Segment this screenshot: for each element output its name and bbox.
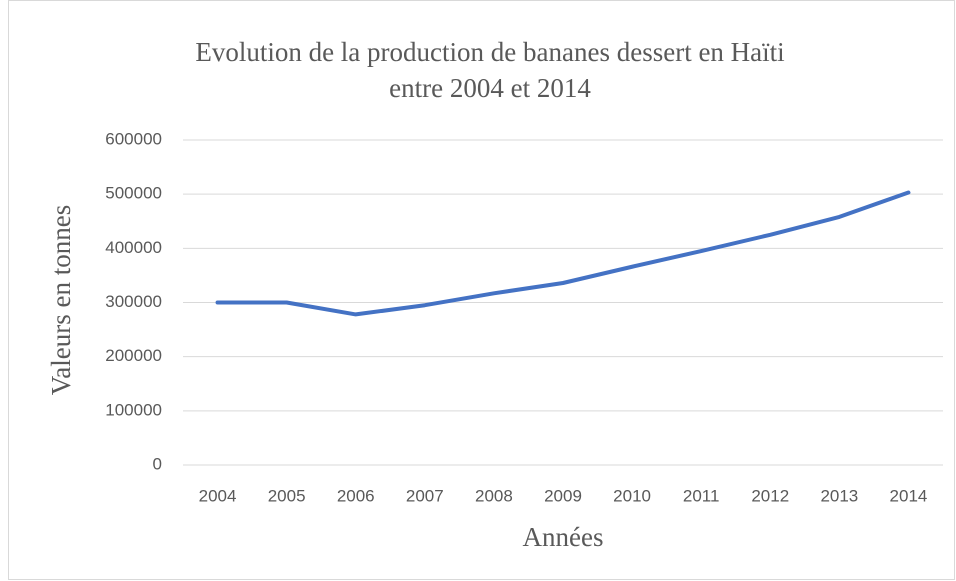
x-tick-label: 2012 (751, 486, 789, 505)
x-tick-label: 2005 (268, 486, 306, 505)
y-tick-label: 200000 (105, 346, 162, 365)
y-tick-label: 500000 (105, 184, 162, 203)
data-line (215, 190, 911, 317)
y-tick-label: 600000 (105, 129, 162, 148)
x-tick-label: 2004 (199, 486, 237, 505)
chart-frame (8, 0, 955, 580)
y-tick-label: 400000 (105, 238, 162, 257)
x-tick-label: 2006 (337, 486, 375, 505)
x-tick-label: 2013 (820, 486, 858, 505)
x-tick-label: 2014 (890, 486, 928, 505)
x-tick-label: 2008 (475, 486, 513, 505)
x-tick-label: 2007 (406, 486, 444, 505)
x-axis-label: Années (523, 522, 604, 552)
y-tick-label: 100000 (105, 400, 162, 419)
x-tick-label: 2009 (544, 486, 582, 505)
y-axis-label: Valeurs en tonnes (46, 205, 76, 395)
chart-title: Evolution de la production de bananes de… (195, 37, 784, 67)
x-tick-label: 2011 (683, 486, 720, 505)
y-tick-label: 0 (153, 454, 162, 473)
chart-title: entre 2004 et 2014 (389, 73, 591, 103)
y-tick-label: 300000 (105, 292, 162, 311)
x-tick-label: 2010 (613, 486, 651, 505)
